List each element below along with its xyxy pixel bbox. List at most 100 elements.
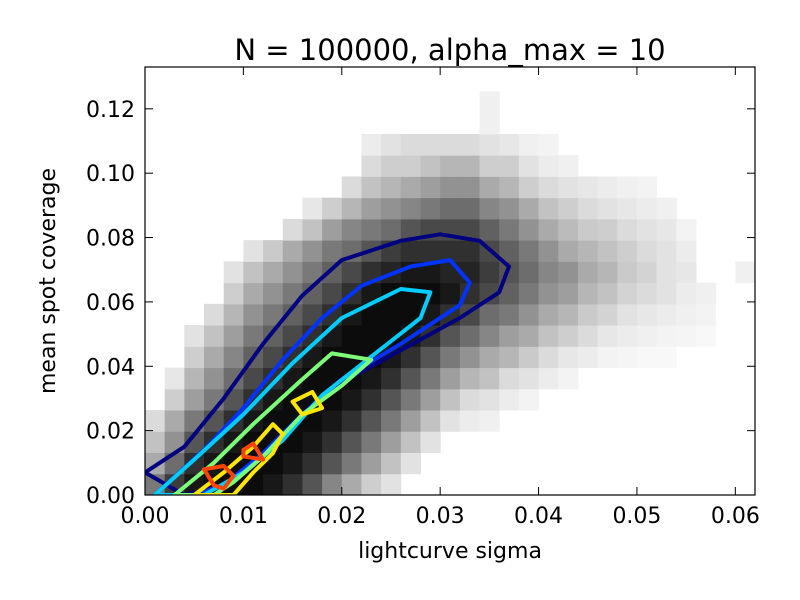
- heatmap-cell: [282, 303, 303, 326]
- heatmap-cell: [282, 473, 303, 495]
- heatmap-cell: [617, 282, 638, 305]
- heatmap-cell: [204, 346, 225, 369]
- heatmap-cell: [440, 240, 461, 262]
- heatmap-cell: [558, 261, 579, 284]
- heatmap-cell: [617, 325, 638, 347]
- heatmap-cell: [459, 240, 481, 262]
- heatmap-cell: [145, 410, 166, 432]
- heatmap-cell: [479, 367, 500, 390]
- heatmap-cell: [263, 240, 284, 262]
- heatmap-cell: [518, 218, 540, 241]
- heatmap-cell: [538, 303, 559, 326]
- heatmap-cell: [597, 218, 618, 241]
- heatmap-cell: [636, 282, 658, 305]
- heatmap-cell: [518, 282, 540, 305]
- heatmap-cell: [400, 431, 421, 454]
- axes-frame: [144, 66, 756, 496]
- heatmap-cell: [695, 325, 717, 347]
- heatmap-cell: [400, 176, 421, 199]
- heatmap-cell: [440, 155, 461, 177]
- heatmap-cell: [518, 325, 540, 347]
- heatmap-cell: [499, 218, 520, 241]
- heatmap-cell: [302, 431, 323, 454]
- heatmap-cell: [459, 176, 481, 199]
- heatmap-cell: [263, 282, 284, 305]
- heatmap-cell: [577, 303, 599, 326]
- heatmap-cell: [381, 218, 402, 241]
- heatmap-cell: [518, 367, 540, 390]
- heatmap-cell: [636, 325, 658, 347]
- heatmap-cell: [243, 261, 264, 284]
- heatmap-cell: [518, 197, 540, 220]
- x-tick-label: 0.03: [416, 504, 465, 529]
- heatmap-cell: [499, 282, 520, 305]
- y-tick-label: 0.08: [86, 227, 135, 252]
- heatmap-cell: [145, 431, 166, 454]
- heatmap-cell: [538, 346, 559, 369]
- heatmap-cell: [479, 325, 500, 347]
- heatmap-cell: [420, 197, 441, 220]
- heatmap-cell: [617, 218, 638, 241]
- heatmap-cell: [656, 282, 677, 305]
- heatmap-cell: [499, 367, 520, 390]
- heatmap-cell: [164, 410, 185, 432]
- heatmap-cell: [440, 346, 461, 369]
- heatmap-cell: [597, 176, 618, 199]
- heatmap-cell: [263, 367, 284, 390]
- heatmap-cell: [538, 133, 559, 156]
- heatmap-cell: [617, 303, 638, 326]
- heatmap-cell: [597, 282, 618, 305]
- heatmap-cell: [420, 155, 441, 177]
- heatmap-cell: [223, 325, 244, 347]
- heatmap-cell: [223, 346, 244, 369]
- heatmap-cell: [440, 410, 461, 432]
- heatmap-cell: [558, 282, 579, 305]
- heatmap-cell: [459, 133, 481, 156]
- heatmap-cell: [184, 325, 205, 347]
- heatmap-cell: [558, 218, 579, 241]
- heatmap-cell: [361, 133, 382, 156]
- heatmap-cell: [479, 112, 500, 135]
- heatmap-cell: [558, 303, 579, 326]
- heatmap-cell: [479, 388, 500, 411]
- heatmap-cell: [420, 133, 441, 156]
- heatmap-cell: [440, 282, 461, 305]
- heatmap-cell: [676, 261, 697, 284]
- heatmap-cell: [499, 325, 520, 347]
- heatmap-cell: [223, 282, 244, 305]
- heatmap-cell: [381, 431, 402, 454]
- heatmap-cell: [322, 346, 343, 369]
- heatmap-cell: [538, 155, 559, 177]
- heatmap-cell: [204, 367, 225, 390]
- heatmap-cell: [263, 388, 284, 411]
- x-tick-label: 0.00: [121, 504, 170, 529]
- heatmap-cell: [400, 452, 421, 475]
- heatmap-cell: [577, 346, 599, 369]
- heatmap-cell: [341, 218, 362, 241]
- heatmap-cell: [440, 133, 461, 156]
- heatmap-cell: [518, 155, 540, 177]
- heatmap-cell: [341, 431, 362, 454]
- heatmap-cell: [341, 473, 362, 495]
- heatmap-cell: [263, 261, 284, 284]
- heatmap-cell: [381, 303, 402, 326]
- heatmap-cell: [656, 346, 677, 369]
- heatmap-cell: [479, 91, 500, 114]
- heatmap-cell: [282, 452, 303, 475]
- heatmap-cell: [440, 325, 461, 347]
- heatmap-cell: [676, 303, 697, 326]
- contour-level-6-6: [202, 464, 236, 491]
- heatmap-cell: [479, 282, 500, 305]
- heatmap-cell: [597, 261, 618, 284]
- heatmap-cell: [656, 240, 677, 262]
- heatmap-cell: [164, 367, 185, 390]
- heatmap-cell: [420, 388, 441, 411]
- heatmap-cell: [459, 325, 481, 347]
- heatmap-cell: [538, 325, 559, 347]
- heatmap-cell: [656, 218, 677, 241]
- heatmap-cell: [676, 240, 697, 262]
- heatmap-cell: [538, 218, 559, 241]
- heatmap-cell: [597, 325, 618, 347]
- heatmap-cell: [558, 367, 579, 390]
- heatmap-cell: [538, 367, 559, 390]
